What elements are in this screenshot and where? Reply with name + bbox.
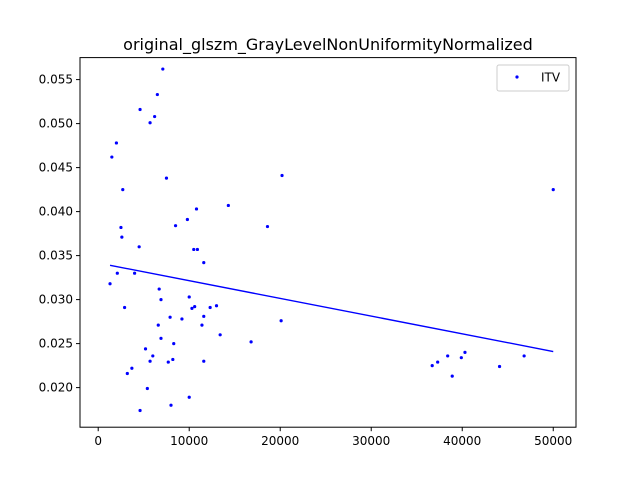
data-point (463, 350, 467, 354)
y-tick-label: 0.040 (39, 205, 73, 219)
y-tick-label: 0.035 (39, 249, 73, 263)
data-point (497, 364, 502, 369)
data-point (169, 403, 173, 407)
legend-label: ITV (541, 71, 561, 85)
plot-frame (79, 57, 577, 428)
data-point (168, 315, 172, 319)
y-tick-label: 0.050 (39, 117, 73, 131)
data-point (265, 224, 270, 229)
data-point (208, 305, 212, 310)
data-point (157, 287, 161, 291)
data-point (450, 374, 454, 378)
x-tick-label: 30000 (352, 434, 390, 448)
data-point (187, 295, 191, 299)
plot-area (108, 67, 555, 413)
data-point (153, 114, 157, 119)
data-point (159, 298, 163, 302)
data-point (430, 364, 434, 368)
data-point (522, 354, 526, 358)
data-point (192, 247, 196, 252)
data-point (280, 173, 284, 178)
data-point (187, 395, 191, 399)
data-point (121, 188, 125, 192)
legend-frame (496, 64, 570, 92)
data-point (114, 141, 119, 145)
chart-title: original_glszm_GrayLevelNonUniformityNor… (123, 35, 533, 55)
data-point (195, 247, 200, 252)
data-point (190, 306, 194, 310)
data-point (202, 359, 206, 363)
data-point (143, 347, 148, 351)
y-tick-label: 0.045 (39, 161, 73, 175)
data-point (130, 366, 134, 370)
trend-line (109, 264, 554, 353)
data-point (138, 408, 142, 413)
data-point (194, 207, 199, 211)
data-point (137, 245, 141, 249)
legend-marker (515, 75, 519, 79)
data-point (156, 323, 160, 327)
y-tick-label: 0.030 (39, 293, 73, 307)
data-point (148, 121, 152, 125)
data-point (214, 304, 219, 308)
data-point (166, 360, 170, 364)
data-point (218, 333, 222, 337)
data-point (226, 203, 230, 208)
y-tick-label: 0.025 (39, 337, 73, 351)
data-point (446, 354, 450, 358)
data-point (119, 225, 123, 230)
data-point (151, 354, 155, 358)
x-tick-label: 10000 (170, 434, 208, 448)
data-point (436, 360, 440, 364)
data-point (459, 356, 463, 360)
data-point (164, 176, 169, 180)
data-point (202, 261, 206, 265)
data-point (200, 323, 204, 327)
y-tick-label: 0.020 (39, 381, 73, 395)
data-point (193, 305, 197, 309)
data-point (171, 357, 175, 362)
data-point (122, 305, 127, 310)
y-tick-label: 0.055 (39, 73, 73, 87)
x-tick-label: 0 (94, 434, 102, 448)
data-point (133, 271, 137, 275)
legend: ITV (496, 64, 570, 92)
data-point (148, 359, 152, 363)
data-point (125, 371, 129, 376)
data-point (249, 340, 253, 344)
data-point (279, 319, 283, 323)
x-tick-label: 40000 (443, 434, 481, 448)
data-point (110, 155, 114, 159)
axes: 0 10000 20000 30000 40000 50000 0.020 0.025 0.03… (39, 73, 573, 449)
data-point (185, 217, 189, 222)
data-point (180, 317, 184, 321)
data-point (161, 67, 165, 71)
data-point (172, 342, 176, 346)
data-point (159, 336, 163, 340)
data-point (108, 282, 112, 286)
data-point (155, 92, 159, 97)
data-point (138, 107, 142, 112)
data-point (115, 271, 119, 275)
x-tick-label: 50000 (534, 434, 572, 448)
data-point (120, 235, 124, 239)
data-point (173, 224, 178, 228)
data-point (551, 188, 555, 192)
x-tick-label: 20000 (261, 434, 299, 448)
data-point (145, 386, 149, 391)
data-point (202, 314, 206, 318)
